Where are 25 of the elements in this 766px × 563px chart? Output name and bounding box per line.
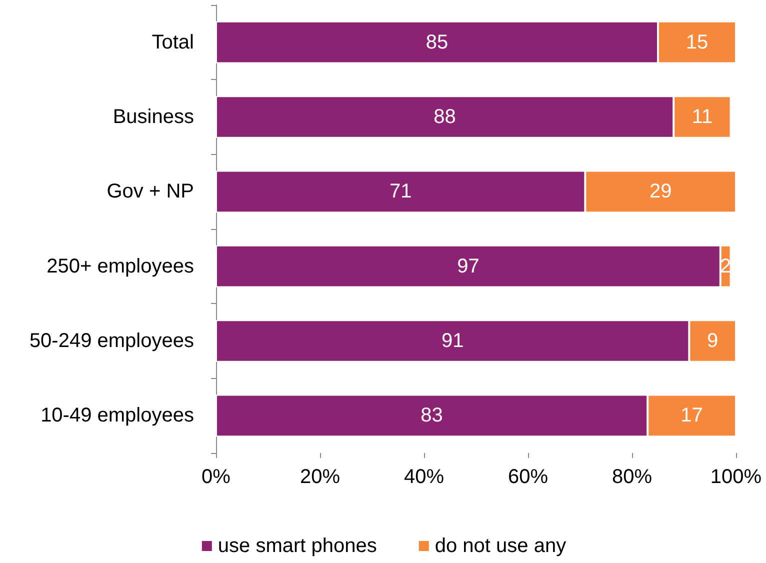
y-tick-label: 50-249 employees [29, 330, 194, 352]
legend-label: use smart phones [218, 535, 377, 557]
data-label: 29 [649, 180, 672, 203]
x-tick-label: 40% [404, 466, 444, 488]
data-label: 9 [707, 330, 718, 352]
data-label: 88 [434, 106, 456, 128]
data-label: 91 [441, 330, 464, 352]
data-label: 17 [680, 404, 703, 427]
data-label: 11 [692, 106, 713, 128]
y-tick-label: 10-49 employees [40, 404, 194, 427]
x-tick-label: 0% [202, 466, 231, 488]
x-tick-label: 60% [508, 466, 548, 488]
y-tick-label: Gov + NP [106, 180, 194, 203]
data-label: 97 [457, 255, 480, 278]
data-label: 83 [420, 404, 443, 427]
x-tick-label: 100% [710, 466, 762, 488]
legend-label: do not use any [434, 535, 566, 557]
x-tick-label: 20% [300, 466, 340, 488]
data-label: 15 [686, 31, 708, 54]
y-tick-label: Business [112, 106, 194, 128]
y-tick-label: 250+ employees [46, 255, 194, 278]
y-tick-label: Total [152, 31, 194, 54]
x-tick-label: 80% [612, 466, 652, 488]
data-label: 71 [389, 180, 412, 203]
data-label: 85 [426, 31, 448, 54]
